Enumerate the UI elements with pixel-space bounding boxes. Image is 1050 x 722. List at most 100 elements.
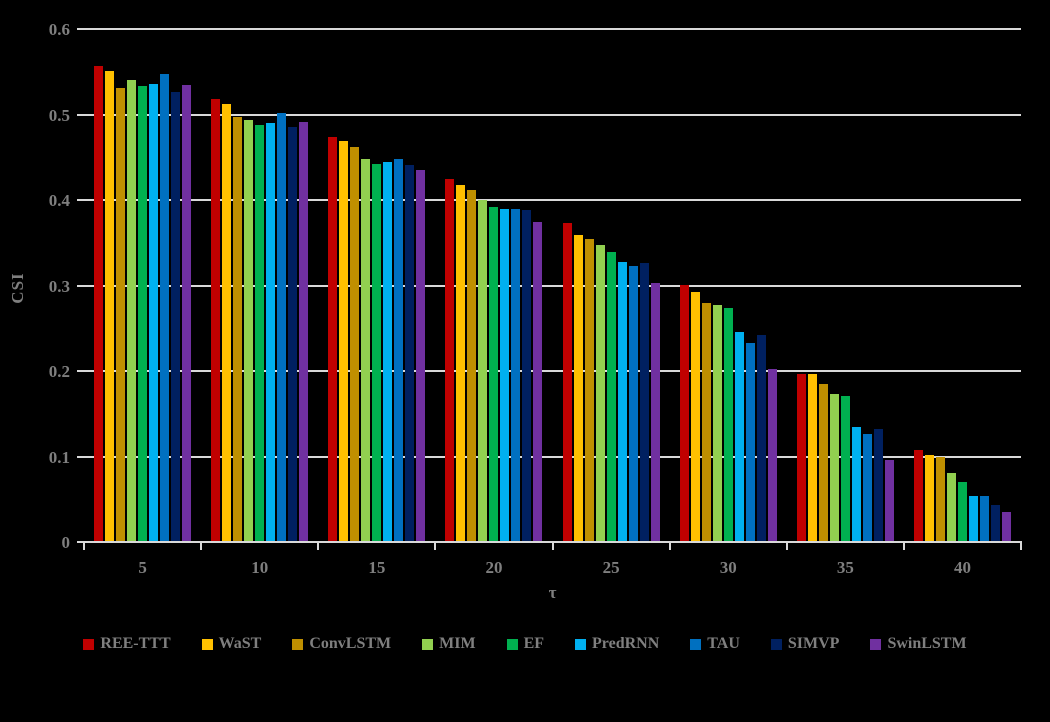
bar-SIMVP: [405, 164, 415, 542]
bar-SwinLSTM: [650, 282, 660, 542]
bar-WaST: [339, 141, 349, 542]
x-tick-label: 15: [368, 558, 386, 577]
legend-swatch: [83, 638, 95, 650]
legend-item-PredRNN: PredRNN: [575, 635, 659, 653]
x-tick: [83, 543, 85, 550]
bar-MIM: [712, 305, 722, 542]
bar-MIM: [361, 159, 371, 542]
legend-label: TAU: [707, 635, 740, 652]
bar-PredRNN: [500, 209, 510, 542]
bar-EF: [957, 482, 967, 542]
bar-ConvLSTM: [701, 302, 711, 542]
x-tick: [551, 543, 554, 550]
bar-ConvLSTM: [467, 189, 477, 542]
legend-swatch: [292, 638, 304, 650]
x-tick: [317, 543, 320, 550]
bar-SwinLSTM: [299, 122, 309, 542]
y-tick-label: 0.5: [48, 105, 70, 125]
legend-item-MIM: MIM: [422, 635, 476, 653]
bar-REE-TTT: [913, 449, 923, 542]
bar-SIMVP: [522, 210, 532, 542]
bar-TAU: [160, 73, 170, 542]
bar-group-15: [318, 136, 435, 542]
legend-label: SIMVP: [787, 635, 840, 652]
legend-swatch: [201, 638, 213, 650]
x-tick-label: 25: [602, 558, 620, 577]
legend-item-EF: EF: [506, 635, 545, 653]
y-tick: [77, 284, 84, 287]
bar-ConvLSTM: [116, 88, 126, 542]
y-tick-label: 0.2: [48, 362, 70, 381]
x-tick: [902, 543, 905, 550]
bar-MIM: [829, 394, 839, 542]
bar-MIM: [244, 119, 254, 542]
gridline: [84, 455, 1021, 458]
bar-SwinLSTM: [1001, 512, 1011, 542]
legend: REE-TTT WaST ConvLSTM MIM EF PredRNN TAU SIMVP S…: [0, 635, 1050, 653]
bar-EF: [255, 124, 265, 542]
bar-group-25: [553, 223, 670, 542]
legend-item-ConvLSTM: ConvLSTM: [292, 635, 391, 653]
y-tick-label: 0: [61, 533, 71, 552]
bar-SIMVP: [639, 263, 649, 542]
x-tick-label: 35: [836, 558, 854, 577]
y-tick: [77, 455, 84, 458]
bar-ConvLSTM: [233, 117, 243, 542]
x-tick: [785, 543, 788, 550]
bar-WaST: [456, 184, 466, 542]
bar-ConvLSTM: [584, 238, 594, 542]
bar-SwinLSTM: [416, 170, 426, 542]
gridline: [84, 370, 1021, 372]
bar-group-10: [201, 99, 318, 542]
x-tick: [668, 543, 671, 550]
bar-REE-TTT: [796, 373, 806, 542]
y-tick: [77, 541, 84, 543]
x-tick-label: 30: [719, 558, 737, 577]
bar-TAU: [628, 265, 638, 542]
x-tick: [200, 543, 203, 550]
bar-REE-TTT: [562, 223, 572, 542]
bar-WaST: [573, 235, 583, 542]
legend-swatch: [770, 638, 782, 650]
legend-label: PredRNN: [592, 635, 660, 652]
bar-MIM: [478, 200, 488, 542]
bar-EF: [840, 395, 850, 542]
y-tick-label: 0.6: [48, 20, 70, 39]
gridline: [84, 28, 1021, 30]
bar-REE-TTT: [679, 284, 689, 542]
legend-label: WaST: [218, 635, 262, 652]
legend-label: EF: [523, 635, 545, 652]
bar-group-5: [84, 65, 201, 542]
bar-REE-TTT: [328, 136, 338, 542]
legend-swatch: [422, 638, 434, 650]
bar-WaST: [807, 373, 817, 542]
bar-PredRNN: [734, 331, 744, 542]
legend-label: REE-TTT: [100, 635, 171, 652]
bar-WaST: [105, 70, 115, 542]
bar-ConvLSTM: [350, 147, 360, 542]
x-axis-title: τ: [548, 583, 557, 602]
bar-TAU: [394, 159, 404, 542]
bar-ConvLSTM: [935, 456, 945, 542]
bar-WaST: [690, 291, 700, 542]
legend-label: MIM: [439, 635, 476, 652]
bar-SwinLSTM: [884, 459, 894, 542]
bar-PredRNN: [968, 495, 978, 542]
legend-item-REE-TTT: REE-TTT: [83, 635, 171, 653]
plot-area: [84, 28, 1021, 542]
bar-PredRNN: [383, 162, 393, 542]
legend-item-TAU: TAU: [690, 635, 740, 653]
legend-item-SIMVP: SIMVP: [770, 635, 840, 653]
y-tick-label: 0.1: [48, 447, 70, 467]
x-tick: [434, 543, 437, 550]
bar-SIMVP: [171, 92, 181, 542]
gridline: [84, 284, 1021, 287]
bar-EF: [723, 307, 733, 542]
x-tick-label: 5: [138, 558, 147, 577]
bar-TAU: [979, 495, 989, 542]
y-tick: [77, 28, 84, 30]
bar-group-40: [904, 449, 1021, 542]
bar-REE-TTT: [445, 178, 455, 542]
x-tick-label: 10: [251, 558, 269, 577]
bar-TAU: [511, 208, 521, 542]
